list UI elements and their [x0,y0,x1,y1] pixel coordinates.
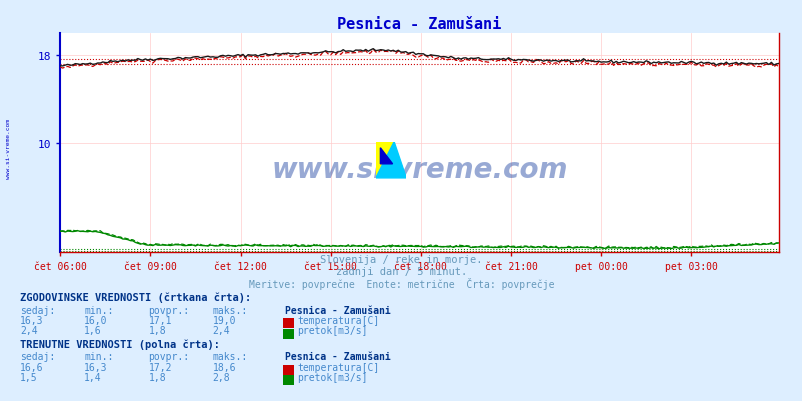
Text: 1,5: 1,5 [20,372,38,382]
Text: 18,6: 18,6 [213,362,236,372]
Text: povpr.:: povpr.: [148,351,189,361]
Text: 1,6: 1,6 [84,326,102,336]
Text: temperatura[C]: temperatura[C] [297,315,379,325]
Text: 16,6: 16,6 [20,362,43,372]
Text: 2,4: 2,4 [20,326,38,336]
Text: www.si-vreme.com: www.si-vreme.com [6,118,11,178]
Text: 16,3: 16,3 [84,362,107,372]
Text: Pesnica - Zamušani: Pesnica - Zamušani [285,351,391,361]
Polygon shape [375,142,406,178]
Text: 19,0: 19,0 [213,315,236,325]
Text: www.si-vreme.com: www.si-vreme.com [271,156,567,184]
Text: 2,4: 2,4 [213,326,230,336]
Text: povpr.:: povpr.: [148,305,189,315]
Text: 16,3: 16,3 [20,315,43,325]
Text: 17,2: 17,2 [148,362,172,372]
Text: Pesnica - Zamušani: Pesnica - Zamušani [285,305,391,315]
Text: 2,8: 2,8 [213,372,230,382]
Text: 1,4: 1,4 [84,372,102,382]
Polygon shape [380,148,392,164]
Text: pretok[m3/s]: pretok[m3/s] [297,372,367,382]
Text: maks.:: maks.: [213,351,248,361]
Text: min.:: min.: [84,351,114,361]
Text: min.:: min.: [84,305,114,315]
Text: 16,0: 16,0 [84,315,107,325]
Text: temperatura[C]: temperatura[C] [297,362,379,372]
Polygon shape [375,142,394,178]
Text: TRENUTNE VREDNOSTI (polna črta):: TRENUTNE VREDNOSTI (polna črta): [20,339,220,349]
Text: 1,8: 1,8 [148,372,166,382]
Text: Meritve: povprečne  Enote: metrične  Črta: povprečje: Meritve: povprečne Enote: metrične Črta:… [249,277,553,289]
Text: sedaj:: sedaj: [20,305,55,315]
Text: maks.:: maks.: [213,305,248,315]
Title: Pesnica - Zamušani: Pesnica - Zamušani [337,16,501,32]
Text: 17,1: 17,1 [148,315,172,325]
Text: pretok[m3/s]: pretok[m3/s] [297,326,367,336]
Text: Slovenija / reke in morje.: Slovenija / reke in morje. [320,255,482,265]
Text: ZGODOVINSKE VREDNOSTI (črtkana črta):: ZGODOVINSKE VREDNOSTI (črtkana črta): [20,292,251,303]
Text: zadnji dan / 5 minut.: zadnji dan / 5 minut. [335,267,467,277]
Text: sedaj:: sedaj: [20,351,55,361]
Text: 1,8: 1,8 [148,326,166,336]
